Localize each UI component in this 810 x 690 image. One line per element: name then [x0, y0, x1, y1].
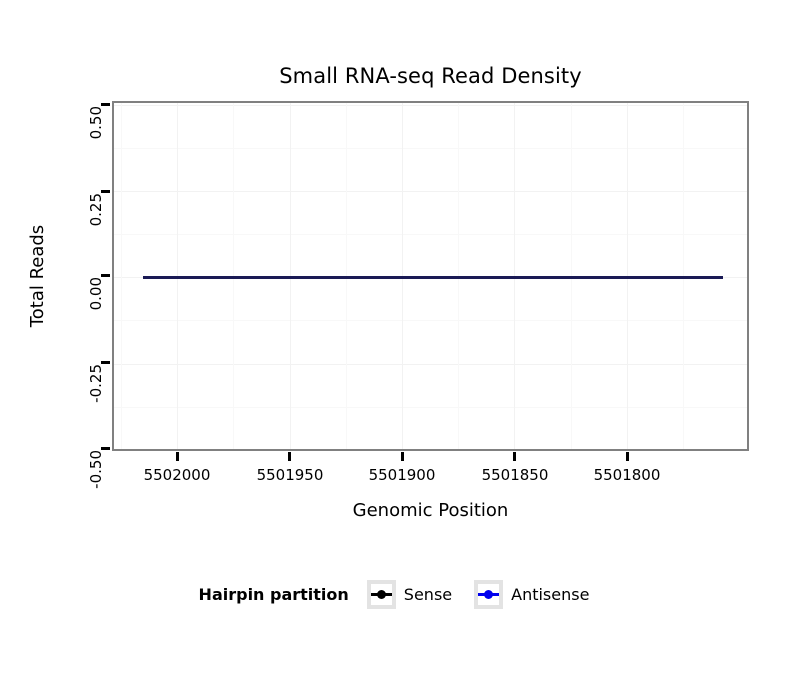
y-tick-label-5: -0.50 [87, 450, 105, 489]
chart-title: Small RNA-seq Read Density [279, 64, 582, 88]
chart-legend: Hairpin partition Sense Antisense [0, 580, 810, 609]
legend-label-sense: Sense [403, 585, 453, 604]
legend-entry-sense[interactable]: Sense [366, 580, 468, 609]
legend-point-icon-antisense [484, 590, 494, 599]
legend-key-inner-sense [370, 584, 392, 605]
x-tick-mark-3 [401, 452, 404, 461]
legend-key-antisense [474, 580, 504, 609]
y-tick-label-4: -0.25 [87, 364, 105, 403]
gridline-minor-y-4 [114, 407, 747, 408]
y-tick-label-3: 0.00 [87, 277, 105, 311]
x-tick-label-5: 5501800 [593, 466, 661, 484]
x-axis-title: Genomic Position [352, 500, 509, 521]
y-tick-mark-1 [101, 103, 110, 106]
gridline-y-0.25 [114, 191, 747, 192]
y-tick-mark-2 [101, 190, 110, 193]
plot-panel [112, 101, 749, 451]
x-tick-mark-2 [288, 452, 291, 461]
legend-label-antisense: Antisense [511, 585, 590, 604]
x-tick-label-3: 5501900 [368, 466, 436, 484]
x-tick-label-1: 5502000 [143, 466, 211, 484]
x-tick-mark-5 [626, 452, 629, 461]
plot-area [114, 103, 747, 449]
series-line-antisense [143, 276, 723, 279]
legend-key-sense [366, 580, 396, 609]
x-tick-mark-1 [176, 452, 179, 461]
x-tick-label-4: 5501850 [481, 466, 549, 484]
y-axis-title: Total Reads [27, 224, 48, 328]
gridline-y-0.50 [114, 105, 747, 106]
gridline-y--0.25 [114, 364, 747, 365]
x-tick-mark-4 [513, 452, 516, 461]
y-tick-mark-4 [101, 361, 110, 364]
legend-title: Hairpin partition [198, 585, 349, 604]
y-tick-label-2: 0.25 [87, 193, 105, 227]
legend-key-inner-antisense [478, 584, 500, 605]
y-tick-label-1: 0.50 [87, 106, 105, 140]
gridline-minor-y-1 [114, 148, 747, 149]
y-tick-mark-5 [101, 447, 110, 450]
y-tick-mark-3 [101, 274, 110, 277]
gridline-minor-y-3 [114, 320, 747, 321]
gridline-minor-y-2 [114, 234, 747, 235]
x-tick-label-2: 5501950 [256, 466, 324, 484]
gridline-minor-x-1 [121, 103, 122, 449]
legend-point-icon-sense [376, 590, 386, 599]
legend-entry-antisense[interactable]: Antisense [474, 580, 605, 609]
